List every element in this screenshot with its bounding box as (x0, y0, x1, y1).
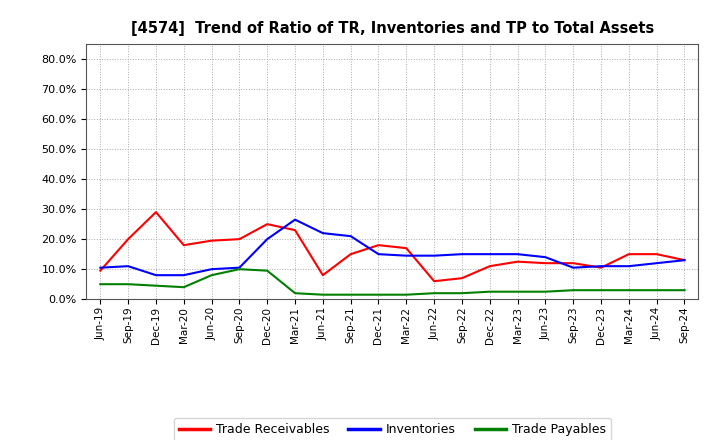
Inventories (374, 252, 383, 257)
Line: Trade Payables: Trade Payables (100, 269, 685, 295)
Trade Payables (680, 288, 689, 293)
Trade Receivables (374, 242, 383, 248)
Inventories (680, 257, 689, 263)
Trade Payables (541, 289, 550, 294)
Trade Payables (179, 285, 188, 290)
Trade Payables (291, 290, 300, 296)
Inventories (541, 254, 550, 260)
Trade Receivables (207, 238, 216, 243)
Trade Receivables (291, 227, 300, 233)
Trade Receivables (179, 242, 188, 248)
Line: Inventories: Inventories (100, 220, 685, 275)
Trade Payables (430, 290, 438, 296)
Inventories (291, 217, 300, 222)
Inventories (318, 231, 327, 236)
Trade Payables (263, 268, 271, 273)
Inventories (263, 237, 271, 242)
Trade Payables (485, 289, 494, 294)
Inventories (346, 234, 355, 239)
Trade Payables (513, 289, 522, 294)
Trade Payables (458, 290, 467, 296)
Trade Payables (96, 282, 104, 287)
Inventories (96, 265, 104, 270)
Inventories (124, 264, 132, 269)
Inventories (179, 272, 188, 278)
Inventories (152, 272, 161, 278)
Trade Payables (207, 272, 216, 278)
Trade Receivables (652, 252, 661, 257)
Inventories (235, 265, 243, 270)
Trade Receivables (569, 260, 577, 266)
Trade Receivables (485, 264, 494, 269)
Trade Payables (624, 288, 633, 293)
Line: Trade Receivables: Trade Receivables (100, 212, 685, 281)
Trade Receivables (541, 260, 550, 266)
Trade Payables (318, 292, 327, 297)
Title: [4574]  Trend of Ratio of TR, Inventories and TP to Total Assets: [4574] Trend of Ratio of TR, Inventories… (131, 21, 654, 36)
Inventories (430, 253, 438, 258)
Trade Receivables (346, 252, 355, 257)
Trade Payables (124, 282, 132, 287)
Trade Payables (652, 288, 661, 293)
Inventories (458, 252, 467, 257)
Trade Receivables (430, 279, 438, 284)
Trade Receivables (680, 257, 689, 263)
Trade Payables (569, 288, 577, 293)
Trade Receivables (263, 221, 271, 227)
Inventories (207, 267, 216, 272)
Trade Receivables (513, 259, 522, 264)
Trade Receivables (96, 268, 104, 273)
Trade Receivables (235, 237, 243, 242)
Trade Payables (346, 292, 355, 297)
Trade Receivables (597, 265, 606, 270)
Legend: Trade Receivables, Inventories, Trade Payables: Trade Receivables, Inventories, Trade Pa… (174, 418, 611, 440)
Trade Payables (597, 288, 606, 293)
Inventories (597, 264, 606, 269)
Trade Payables (152, 283, 161, 288)
Inventories (569, 265, 577, 270)
Inventories (402, 253, 410, 258)
Trade Receivables (624, 252, 633, 257)
Trade Receivables (458, 275, 467, 281)
Inventories (652, 260, 661, 266)
Trade Receivables (402, 246, 410, 251)
Inventories (624, 264, 633, 269)
Trade Receivables (152, 209, 161, 215)
Inventories (485, 252, 494, 257)
Trade Payables (374, 292, 383, 297)
Trade Receivables (318, 272, 327, 278)
Inventories (513, 252, 522, 257)
Trade Payables (235, 267, 243, 272)
Trade Receivables (124, 237, 132, 242)
Trade Payables (402, 292, 410, 297)
